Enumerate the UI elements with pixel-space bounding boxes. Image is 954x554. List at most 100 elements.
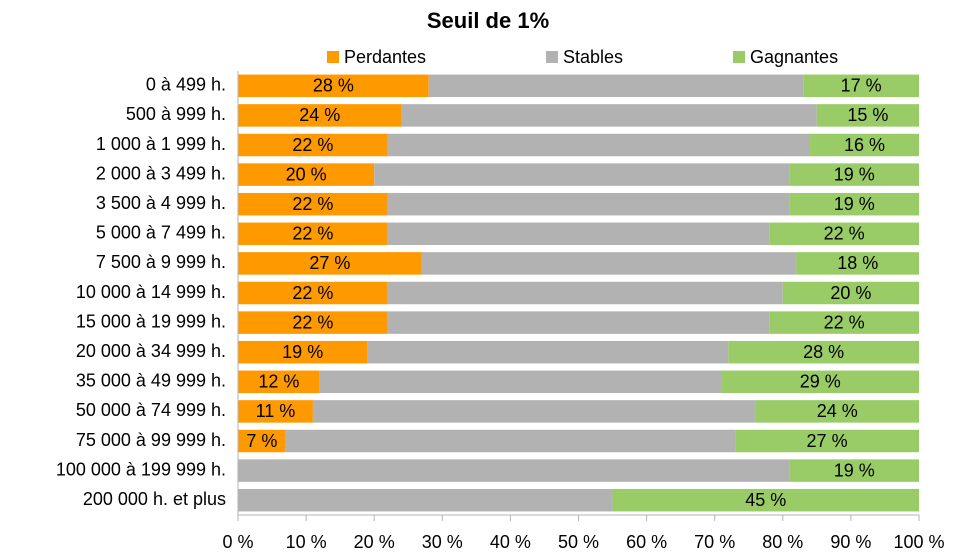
data-label: 28 % <box>313 76 354 96</box>
data-label: 28 % <box>803 342 844 362</box>
bar-segment <box>319 370 722 394</box>
data-label: 45 % <box>745 490 786 510</box>
bar-segment <box>755 400 919 423</box>
bar-segment <box>285 429 736 453</box>
y-tick-label: 5 000 à 7 499 h. <box>96 223 226 243</box>
x-tick-label: 70 % <box>694 532 735 552</box>
bar-segment <box>803 74 919 98</box>
bar-segment <box>782 281 919 305</box>
bar-segment <box>387 192 790 216</box>
legend-label: Perdantes <box>344 47 426 67</box>
y-tick-label: 50 000 à 74 999 h. <box>76 400 226 420</box>
x-tick-label: 100 % <box>893 532 944 552</box>
data-label: 19 % <box>834 164 875 184</box>
data-label: 20 % <box>830 283 871 303</box>
data-label: 27 % <box>807 431 848 451</box>
y-tick-label: 7 500 à 9 999 h. <box>96 252 226 272</box>
bar-segment <box>735 429 919 453</box>
data-label: 27 % <box>309 253 350 273</box>
data-label: 17 % <box>841 76 882 96</box>
data-label: 20 % <box>286 164 327 184</box>
data-label: 19 % <box>282 342 323 362</box>
data-label: 22 % <box>292 312 333 332</box>
bar-segment <box>428 74 804 98</box>
bar-segment <box>238 459 790 482</box>
x-tick-label: 20 % <box>354 532 395 552</box>
bar-segment <box>238 340 368 364</box>
bar-segment <box>728 340 919 364</box>
y-tick-label: 1 000 à 1 999 h. <box>96 134 226 154</box>
bar-segment <box>612 488 919 512</box>
bar-segment <box>421 252 797 275</box>
bar-segment <box>796 252 919 275</box>
legend-swatch <box>546 51 558 63</box>
bar-segment <box>238 163 375 186</box>
bar-segment <box>238 370 320 394</box>
bar-segment <box>387 281 783 305</box>
bar-segment <box>367 340 729 364</box>
data-label: 15 % <box>847 105 888 125</box>
x-tick-label: 90 % <box>830 532 871 552</box>
data-label: 22 % <box>824 224 865 244</box>
bar-segment <box>387 222 770 246</box>
data-label: 7 % <box>246 431 277 451</box>
y-tick-label: 500 à 999 h. <box>126 104 226 124</box>
bar-segment <box>769 311 919 334</box>
data-label: 22 % <box>292 283 333 303</box>
y-tick-label: 2 000 à 3 499 h. <box>96 163 226 183</box>
data-label: 24 % <box>299 105 340 125</box>
bar-segment <box>387 133 811 157</box>
bar-segment <box>238 133 388 157</box>
bar-segment <box>238 252 422 275</box>
bar-segment <box>810 133 919 157</box>
data-label: 19 % <box>834 460 875 480</box>
bar-segment <box>312 400 756 423</box>
data-label: 29 % <box>800 372 841 392</box>
y-tick-label: 100 000 à 199 999 h. <box>56 459 226 479</box>
data-label: 22 % <box>292 224 333 244</box>
bar-segment <box>769 222 919 246</box>
bar-segment <box>401 104 817 127</box>
legend-label: Gagnantes <box>750 47 838 67</box>
data-label: 11 % <box>256 401 296 421</box>
data-label: 18 % <box>837 253 878 273</box>
bar-segment <box>789 459 919 482</box>
x-tick-label: 50 % <box>558 532 599 552</box>
legend-label: Stables <box>563 47 623 67</box>
bar-segment <box>238 74 429 98</box>
x-tick-label: 80 % <box>762 532 803 552</box>
bar-segment <box>816 104 919 127</box>
bar-segment <box>238 429 286 453</box>
bar-segment <box>238 488 613 512</box>
bar-segment <box>789 192 919 216</box>
bar-segment <box>387 311 770 334</box>
y-tick-label: 75 000 à 99 999 h. <box>76 430 226 450</box>
x-tick-label: 30 % <box>422 532 463 552</box>
bar-segment <box>238 104 402 127</box>
legend-swatch <box>733 51 745 63</box>
legend-swatch <box>327 51 339 63</box>
x-tick-label: 60 % <box>626 532 667 552</box>
y-tick-label: 15 000 à 19 999 h. <box>76 311 226 331</box>
bar-segment <box>789 163 919 186</box>
data-label: 22 % <box>824 312 865 332</box>
bar-segment <box>374 163 790 186</box>
x-tick-label: 0 % <box>222 532 253 552</box>
y-tick-label: 3 500 à 4 999 h. <box>96 193 226 213</box>
bar-segment <box>238 222 388 246</box>
data-label: 16 % <box>844 135 885 155</box>
data-label: 24 % <box>817 401 858 421</box>
data-label: 19 % <box>834 194 875 214</box>
bar-segment <box>238 400 313 423</box>
x-tick-label: 40 % <box>490 532 531 552</box>
data-label: 22 % <box>292 194 333 214</box>
data-label: 12 % <box>258 372 299 392</box>
y-tick-label: 20 000 à 34 999 h. <box>76 341 226 361</box>
data-label: 22 % <box>292 135 333 155</box>
bar-segment <box>721 370 919 394</box>
y-tick-label: 35 000 à 49 999 h. <box>76 371 226 391</box>
y-tick-label: 200 000 h. et plus <box>83 489 226 509</box>
bar-segment <box>238 311 388 334</box>
x-tick-label: 10 % <box>286 532 327 552</box>
